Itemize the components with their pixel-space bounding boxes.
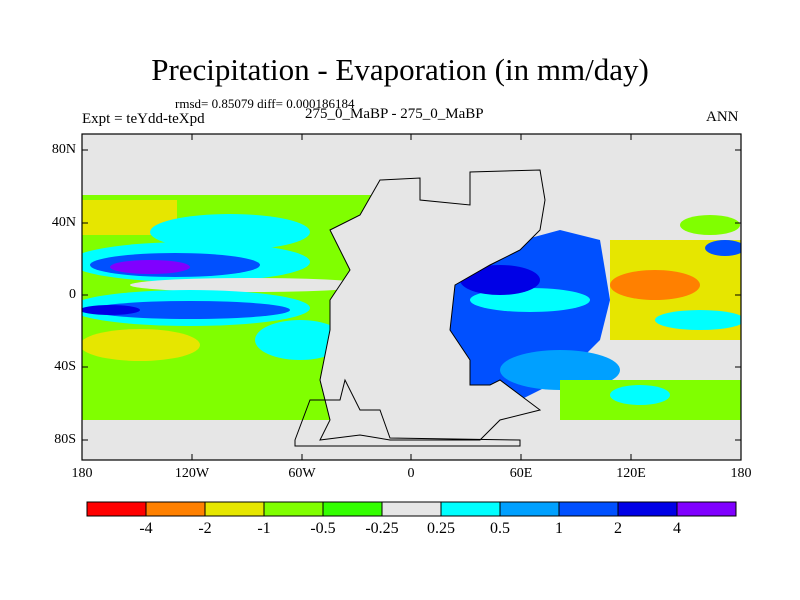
field-right-north-green bbox=[680, 215, 740, 235]
colorbar-label: 2 bbox=[614, 520, 622, 537]
colorbar-label: -2 bbox=[198, 520, 212, 537]
season-label: ANN bbox=[706, 109, 739, 125]
period-label: 275_0_MaBP - 275_0_MaBP bbox=[305, 106, 484, 122]
colorbar-box bbox=[381, 501, 442, 517]
colorbar-label: 1 bbox=[555, 520, 563, 537]
colorbar-label: 0.5 bbox=[490, 520, 510, 537]
field-itcz-blue bbox=[90, 301, 290, 319]
field-right-cyan bbox=[655, 310, 741, 330]
colorbar-box bbox=[204, 501, 265, 517]
experiment-label: Expt = teYdd-teXpd bbox=[82, 111, 205, 127]
lat-label: 40S bbox=[54, 359, 76, 374]
colorbar-label: 0.25 bbox=[427, 520, 455, 537]
field-south-cyan bbox=[255, 320, 345, 360]
field-itcz-deep bbox=[82, 305, 140, 315]
lon-label: 60E bbox=[509, 466, 533, 481]
lon-label: 120W bbox=[174, 466, 210, 481]
lon-label: 60W bbox=[288, 466, 316, 481]
colorbar-box bbox=[145, 501, 206, 517]
field-right-blue bbox=[705, 240, 741, 256]
colorbar-box bbox=[499, 501, 560, 517]
field-north-cyan bbox=[150, 214, 310, 250]
southern-outline bbox=[294, 378, 521, 447]
lon-label: 0 bbox=[407, 466, 415, 481]
supercontinent-outline bbox=[319, 169, 546, 441]
lat-label: 0 bbox=[69, 287, 76, 302]
colorbar-label: -1 bbox=[257, 520, 271, 537]
plot-title: Precipitation - Evaporation (in mm/day) bbox=[151, 52, 649, 87]
colorbar-box bbox=[440, 501, 501, 517]
colorbar-box bbox=[558, 501, 619, 517]
field-right-orange bbox=[610, 270, 700, 300]
colorbar-box bbox=[617, 501, 678, 517]
colorbar-label: -0.5 bbox=[310, 520, 336, 537]
colorbar-label: -4 bbox=[139, 520, 153, 537]
colorbar-label: 4 bbox=[673, 520, 681, 537]
lon-label: 120E bbox=[616, 466, 646, 481]
colorbar-box bbox=[676, 501, 737, 517]
colorbar bbox=[86, 501, 737, 517]
field-right-south-cyan bbox=[610, 385, 670, 405]
lat-label: 80N bbox=[51, 142, 76, 157]
colorbar-box bbox=[86, 501, 147, 517]
lon-label: 180 bbox=[71, 466, 93, 481]
map-ticks bbox=[82, 134, 741, 460]
lat-label: 80S bbox=[54, 432, 76, 447]
colorbar-box bbox=[263, 501, 324, 517]
field-violet-band bbox=[110, 260, 190, 274]
field-east-deep bbox=[460, 265, 540, 295]
field-south-yellow bbox=[82, 329, 200, 361]
lat-label: 40N bbox=[51, 215, 76, 230]
stats-label: rmsd= 0.85079 diff= 0.000186184 bbox=[175, 96, 355, 111]
colorbar-box bbox=[322, 501, 383, 517]
field-neutral-band bbox=[130, 278, 370, 292]
lon-label: 180 bbox=[730, 466, 752, 481]
colorbar-label: -0.25 bbox=[365, 520, 399, 537]
map-field bbox=[82, 134, 741, 460]
